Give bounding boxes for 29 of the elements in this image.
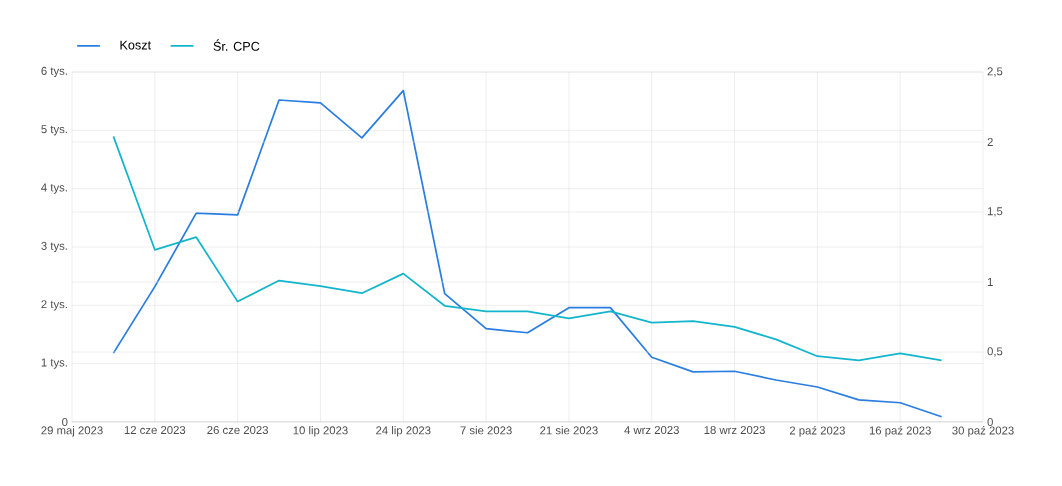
x-tick-label: 29 maj 2023 [41, 426, 103, 437]
y-tick-label: 3 tys. [41, 241, 67, 253]
y2-tick-label: 2 [987, 138, 993, 146]
y-tick-label: 5 tys. [41, 125, 67, 136]
y-tick-label: 4 tys. [41, 183, 67, 194]
y-tick-label: 6 tys. [41, 66, 67, 78]
y2-tick-label: 1 [987, 278, 993, 286]
x-tick-label: 16 paź 2023 [869, 426, 931, 437]
line-series [112, 89, 943, 418]
y-tick-label: 1 tys. [41, 358, 67, 369]
x-tick-label: 4 wrz 2023 [624, 426, 679, 435]
x-tick-label: 12 cze 2023 [124, 426, 186, 435]
line-series [112, 135, 943, 362]
legend-label: Koszt [120, 40, 152, 50]
y2-tick-label: 0,5 [987, 347, 1003, 357]
x-tick-label: 10 lip 2023 [293, 426, 348, 437]
x-tick-label: 7 sie 2023 [460, 426, 512, 435]
y-tick-label: 0 [62, 418, 68, 427]
x-tick-label: 18 wrz 2023 [704, 426, 765, 435]
x-tick-label: 26 cze 2023 [207, 426, 269, 435]
y-tick-label: 2 tys. [41, 300, 67, 311]
x-tick-label: 24 lip 2023 [376, 426, 431, 437]
y2-tick-label: 1,5 [987, 207, 1003, 217]
y2-tick-label: 0 [987, 418, 993, 427]
x-tick-label: 30 paź 2023 [952, 426, 1014, 437]
legend-label: Śr. CPC [213, 39, 260, 51]
y2-tick-label: 2,5 [987, 67, 1003, 77]
x-tick-label: 2 paź 2023 [789, 426, 845, 437]
x-tick-label: 21 sie 2023 [540, 426, 598, 435]
